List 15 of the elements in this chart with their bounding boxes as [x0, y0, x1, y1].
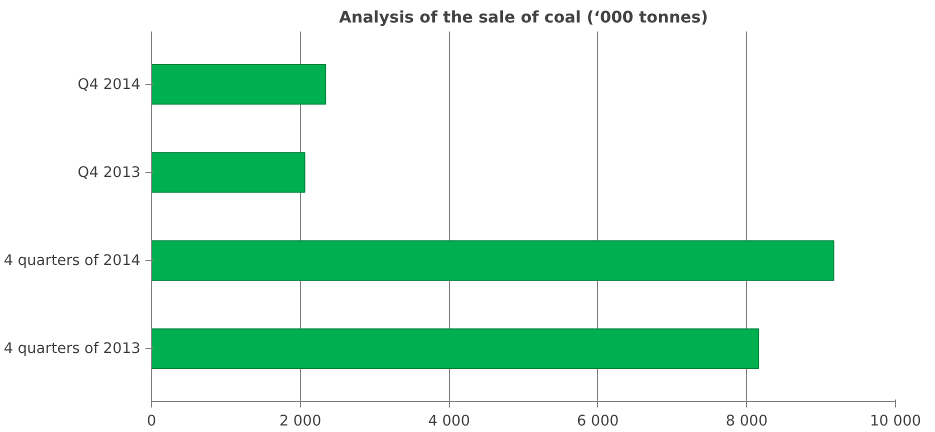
y-tick-label: 4 quarters of 2013 [4, 340, 141, 358]
bar [152, 240, 834, 281]
x-tick-label: 0 [146, 412, 156, 430]
bar [152, 64, 326, 105]
y-tick-label: 4 quarters of 2014 [4, 252, 141, 270]
chart-title: Analysis of the sale of coal (‘000 tonnes) [338, 8, 708, 26]
bar [152, 152, 306, 193]
y-tick-label: Q4 2013 [78, 164, 141, 181]
x-tick-label: 4 000 [428, 412, 470, 430]
bar [152, 328, 760, 369]
y-tick-label: Q4 2014 [78, 76, 141, 93]
x-tick-label: 10 000 [870, 412, 922, 430]
x-tick-label: 8 000 [726, 412, 768, 430]
x-tick-label: 6 000 [576, 412, 619, 430]
x-tick-label: 2 000 [279, 412, 322, 430]
